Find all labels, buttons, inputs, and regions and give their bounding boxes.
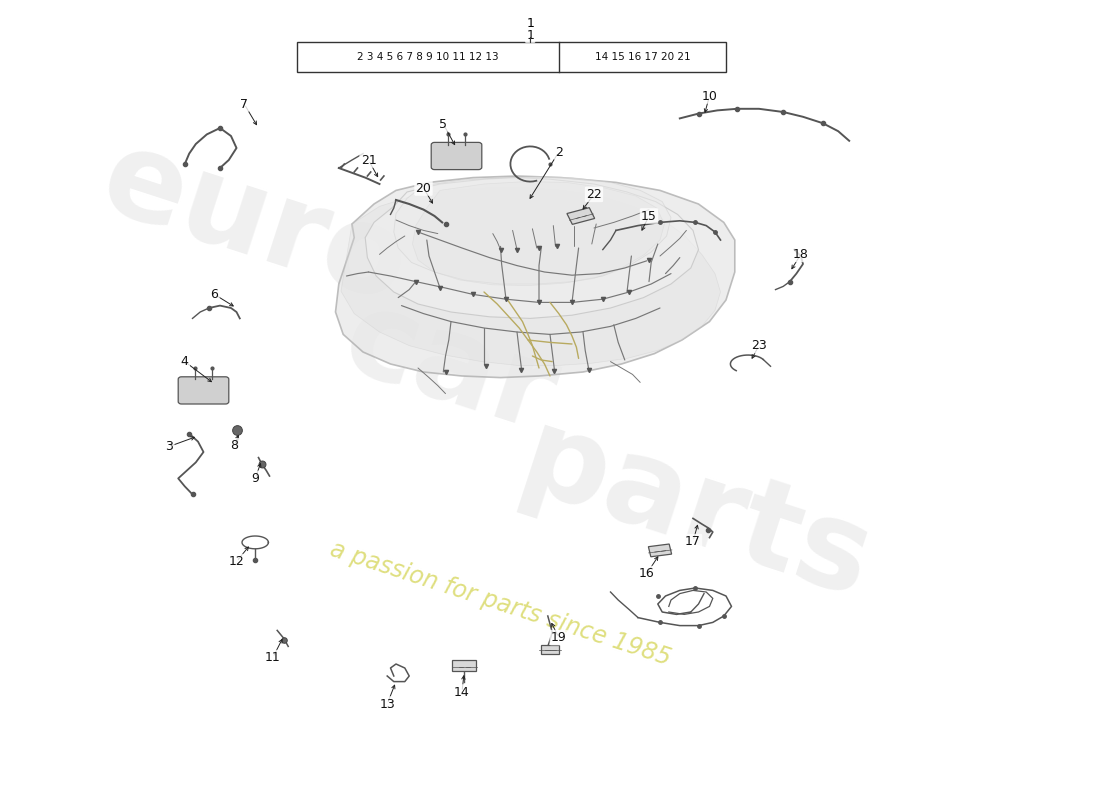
Text: 12: 12 bbox=[229, 555, 244, 568]
Text: 20: 20 bbox=[416, 182, 431, 194]
Polygon shape bbox=[336, 176, 735, 378]
Polygon shape bbox=[412, 182, 664, 286]
FancyBboxPatch shape bbox=[431, 142, 482, 170]
Text: 14 15 16 17 20 21: 14 15 16 17 20 21 bbox=[594, 52, 690, 62]
Text: 17: 17 bbox=[685, 535, 701, 548]
Polygon shape bbox=[365, 178, 698, 318]
Polygon shape bbox=[452, 660, 476, 671]
Text: 1: 1 bbox=[526, 18, 535, 30]
Text: 5: 5 bbox=[439, 118, 448, 130]
Text: 4: 4 bbox=[180, 355, 189, 368]
Text: 18: 18 bbox=[793, 248, 808, 261]
Text: 16: 16 bbox=[639, 567, 654, 580]
Text: parts: parts bbox=[506, 401, 886, 623]
Polygon shape bbox=[648, 544, 672, 557]
Text: 2 3 4 5 6 7 8 9 10 11 12 13: 2 3 4 5 6 7 8 9 10 11 12 13 bbox=[358, 52, 498, 62]
Text: 3: 3 bbox=[165, 440, 174, 453]
Text: 1: 1 bbox=[526, 29, 535, 42]
Text: 23: 23 bbox=[751, 339, 767, 352]
Text: 19: 19 bbox=[551, 631, 566, 644]
Text: 22: 22 bbox=[586, 188, 602, 201]
Polygon shape bbox=[541, 645, 559, 654]
Text: 9: 9 bbox=[251, 472, 260, 485]
Text: 6: 6 bbox=[210, 288, 219, 301]
Text: 11: 11 bbox=[265, 651, 280, 664]
FancyBboxPatch shape bbox=[178, 377, 229, 404]
Text: 2: 2 bbox=[554, 146, 563, 158]
Text: euro: euro bbox=[88, 120, 422, 328]
Text: 8: 8 bbox=[230, 439, 239, 452]
Text: a passion for parts since 1985: a passion for parts since 1985 bbox=[327, 538, 674, 670]
Polygon shape bbox=[394, 177, 671, 284]
Text: car: car bbox=[330, 279, 571, 457]
Polygon shape bbox=[341, 188, 720, 366]
Polygon shape bbox=[566, 208, 595, 224]
Text: 21: 21 bbox=[361, 154, 376, 166]
Text: 13: 13 bbox=[379, 698, 395, 710]
Text: 10: 10 bbox=[702, 90, 717, 102]
Text: 7: 7 bbox=[240, 98, 249, 110]
Text: 14: 14 bbox=[454, 686, 470, 698]
Bar bbox=[297, 42, 726, 72]
Text: 15: 15 bbox=[641, 210, 657, 222]
